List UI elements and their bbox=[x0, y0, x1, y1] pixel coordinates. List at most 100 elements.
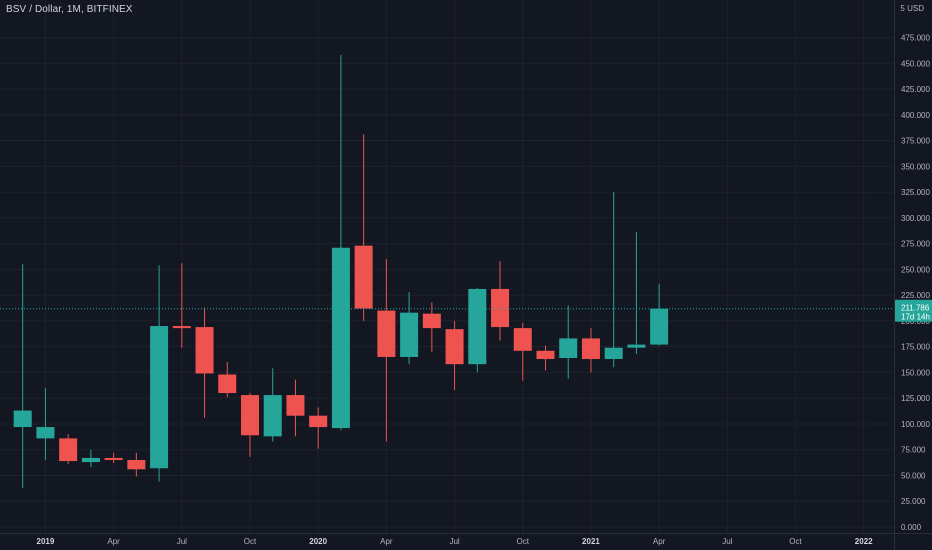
candle-2018-11[interactable] bbox=[13, 264, 32, 488]
candle-2019-05[interactable] bbox=[150, 265, 169, 482]
candle-body bbox=[104, 457, 123, 461]
grid-lines bbox=[0, 0, 894, 533]
header-separator-1: , bbox=[61, 4, 67, 15]
candle-2020-07[interactable] bbox=[468, 287, 487, 373]
x-axis-ticks: 2019 Apr Jul Oct 2020 Apr Jul Oct 2021 Apr Jul Oct 2… bbox=[37, 537, 874, 546]
candle-2019-02[interactable] bbox=[81, 449, 100, 468]
y-tick-label: 275.000 bbox=[901, 240, 930, 249]
candle-2020-04[interactable] bbox=[400, 292, 419, 365]
candle-body bbox=[172, 326, 191, 329]
candle-2019-09[interactable] bbox=[241, 393, 259, 457]
chart-header: BSV / Dollar, 1M, BITFINEX bbox=[6, 4, 133, 15]
candle-2020-06[interactable] bbox=[445, 320, 464, 390]
candle-2021-03[interactable] bbox=[650, 283, 669, 346]
header-separator-2: , bbox=[80, 4, 87, 15]
candle-2019-11[interactable] bbox=[286, 379, 305, 437]
candle-2019-03[interactable] bbox=[104, 452, 123, 464]
y-tick-label: 25.000 bbox=[901, 497, 926, 506]
candle-body bbox=[36, 427, 55, 439]
candle-body bbox=[581, 338, 600, 360]
x-tick-label: 2022 bbox=[855, 537, 873, 546]
y-tick-label: 175.000 bbox=[901, 343, 930, 352]
y-tick-label: 150.000 bbox=[901, 368, 930, 377]
candle-body bbox=[81, 457, 100, 463]
candle-body bbox=[13, 410, 32, 428]
candle-2020-10[interactable] bbox=[536, 345, 555, 371]
x-tick-label: 2019 bbox=[37, 537, 55, 546]
x-tick-label: Jul bbox=[177, 537, 187, 546]
candle-2020-09[interactable] bbox=[513, 322, 532, 381]
candle-body bbox=[354, 245, 373, 309]
y-tick-label: 375.000 bbox=[901, 137, 930, 146]
candle-body bbox=[127, 460, 146, 470]
candle-2019-01[interactable] bbox=[59, 434, 78, 465]
candle-body bbox=[536, 350, 555, 360]
candle-2020-01[interactable] bbox=[331, 55, 350, 431]
x-tick-label: Apr bbox=[380, 537, 393, 546]
x-tick-label: Oct bbox=[789, 537, 802, 546]
y-axis-ticks: 0.000 25.000 50.000 75.000 100.000 125.000 150… bbox=[901, 34, 930, 533]
y-tick-label: 225.000 bbox=[901, 291, 930, 300]
y-tick-label: 250.000 bbox=[901, 265, 930, 274]
x-tick-label: Oct bbox=[244, 537, 257, 546]
candle-2019-06[interactable] bbox=[172, 263, 191, 348]
candle-body bbox=[400, 312, 419, 357]
x-tick-label: 2020 bbox=[309, 537, 327, 546]
y-tick-label: 75.000 bbox=[901, 446, 926, 455]
x-tick-label: Apr bbox=[107, 537, 120, 546]
candle-2019-08[interactable] bbox=[218, 362, 237, 398]
candles-group bbox=[13, 55, 669, 488]
candle-body bbox=[468, 288, 487, 365]
unit-label: USD bbox=[907, 4, 924, 13]
candle-2021-02[interactable] bbox=[627, 232, 646, 354]
y-tick-label: 125.000 bbox=[901, 394, 930, 403]
candle-2019-04[interactable] bbox=[127, 452, 146, 477]
candle-2018-12[interactable] bbox=[36, 387, 55, 461]
candle-2019-12[interactable] bbox=[309, 407, 328, 449]
y-tick-label: 450.000 bbox=[901, 59, 930, 68]
candle-body bbox=[331, 247, 350, 429]
y-tick-label: 475.000 bbox=[901, 34, 930, 43]
candle-body bbox=[309, 415, 328, 428]
unit-prefix: 5 bbox=[900, 4, 905, 13]
candle-body bbox=[241, 395, 259, 436]
symbol-label: BSV / Dollar bbox=[6, 4, 62, 15]
candle-2021-01[interactable] bbox=[604, 192, 623, 368]
y-tick-label: 300.000 bbox=[901, 214, 930, 223]
candle-2020-11[interactable] bbox=[559, 305, 578, 379]
candle-body bbox=[559, 338, 578, 358]
candle-2020-05[interactable] bbox=[422, 302, 441, 352]
last-price-box bbox=[895, 299, 932, 322]
candle-body bbox=[150, 326, 169, 469]
candle-2019-10[interactable] bbox=[263, 368, 282, 442]
y-tick-label: 100.000 bbox=[901, 420, 930, 429]
candle-2020-02[interactable] bbox=[354, 134, 373, 321]
candle-body bbox=[650, 308, 669, 345]
candle-body bbox=[286, 395, 305, 416]
y-tick-label: 400.000 bbox=[901, 111, 930, 120]
candle-2020-03[interactable] bbox=[377, 259, 396, 442]
x-tick-label: Oct bbox=[517, 537, 530, 546]
y-tick-label: 350.000 bbox=[901, 162, 930, 171]
candle-2019-07[interactable] bbox=[195, 307, 214, 418]
currency-unit[interactable]: 5 USD bbox=[900, 4, 924, 13]
candle-body bbox=[195, 327, 214, 374]
bar-countdown: 17d 14h bbox=[901, 313, 930, 322]
y-tick-label: 50.000 bbox=[901, 471, 926, 480]
x-tick-label: 2021 bbox=[582, 537, 600, 546]
candle-body bbox=[513, 328, 532, 351]
x-tick-label: Apr bbox=[653, 537, 666, 546]
candle-body bbox=[627, 344, 646, 348]
y-tick-label: 425.000 bbox=[901, 85, 930, 94]
candle-2020-08[interactable] bbox=[491, 261, 510, 341]
candle-body bbox=[445, 329, 464, 365]
candle-2020-12[interactable] bbox=[581, 328, 600, 373]
candle-body bbox=[604, 347, 623, 360]
candle-body bbox=[263, 395, 282, 437]
interval-label[interactable]: 1M bbox=[66, 4, 81, 15]
candle-body bbox=[377, 310, 396, 357]
x-tick-label: Jul bbox=[722, 537, 732, 546]
